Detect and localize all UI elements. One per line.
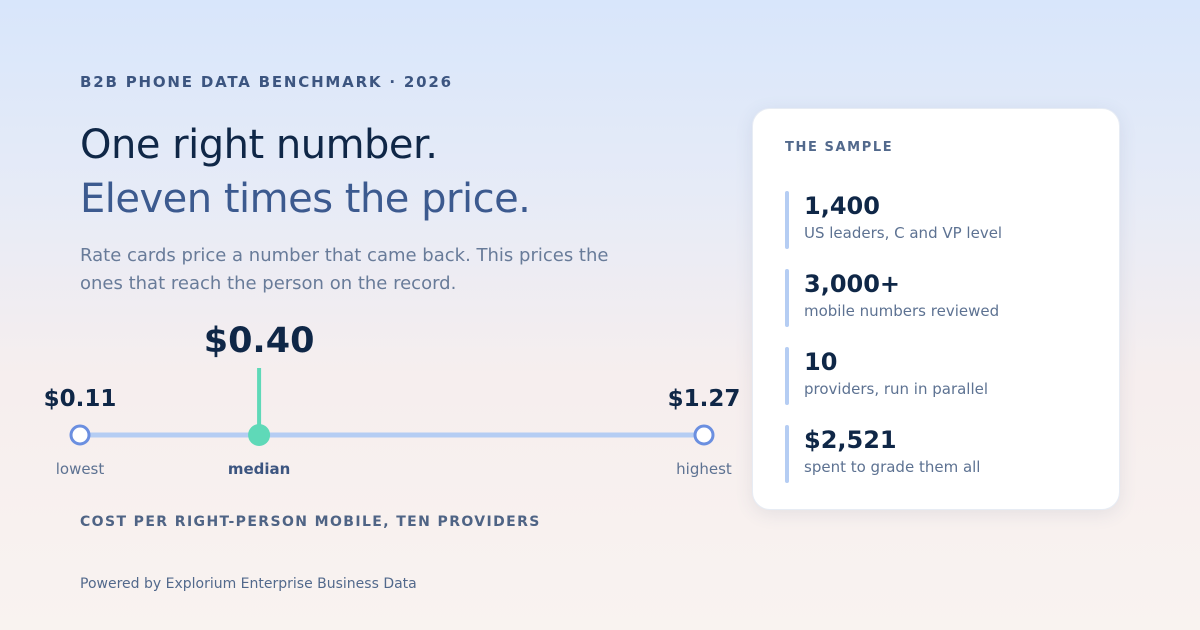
stat-accent-bar [785, 347, 789, 405]
stat-item: 10 providers, run in parallel [785, 347, 1085, 405]
sample-card: THE SAMPLE 1,400 US leaders, C and VP le… [752, 108, 1120, 510]
median-marker [248, 424, 271, 446]
stat-accent-bar [785, 425, 789, 483]
range-axis-caption: COST PER RIGHT-PERSON MOBILE, TEN PROVID… [80, 514, 541, 530]
highest-marker [693, 424, 715, 446]
sample-card-title: THE SAMPLE [785, 140, 894, 155]
headline: One right number. Eleven times the price… [80, 118, 531, 226]
footer-credit: Powered by Explorium Enterprise Business… [80, 576, 417, 592]
subcopy: Rate cards price a number that came back… [80, 245, 609, 294]
stat-number: 3,000+ [804, 270, 901, 298]
median-caption: median [228, 460, 290, 478]
stat-description: spent to grade them all [804, 458, 981, 476]
highest-caption: highest [676, 460, 732, 478]
stat-description: mobile numbers reviewed [804, 302, 1000, 320]
stat-item: 1,400 US leaders, C and VP level [785, 191, 1085, 249]
stat-accent-bar [785, 269, 789, 327]
eyebrow-label: B2B PHONE DATA BENCHMARK · 2026 [80, 73, 453, 91]
stat-description: US leaders, C and VP level [804, 224, 1003, 242]
lowest-value-label: $0.11 [44, 386, 117, 412]
price-range-chart: $0.11 $1.27 $0.40 lowest highest median [44, 321, 741, 478]
stat-item: $2,521 spent to grade them all [785, 425, 1085, 483]
stat-description: providers, run in parallel [804, 380, 989, 398]
stat-number: 1,400 [804, 192, 880, 220]
headline-line-2: Eleven times the price. [80, 176, 531, 222]
highest-value-label: $1.27 [668, 386, 741, 412]
stat-item: 3,000+ mobile numbers reviewed [785, 269, 1085, 327]
lowest-caption: lowest [56, 460, 105, 478]
headline-line-1: One right number. [80, 122, 438, 168]
median-value-label: $0.40 [204, 321, 315, 361]
stat-number: $2,521 [804, 426, 897, 454]
stat-accent-bar [785, 191, 789, 249]
stat-number: 10 [804, 348, 838, 376]
lowest-marker [69, 424, 91, 446]
